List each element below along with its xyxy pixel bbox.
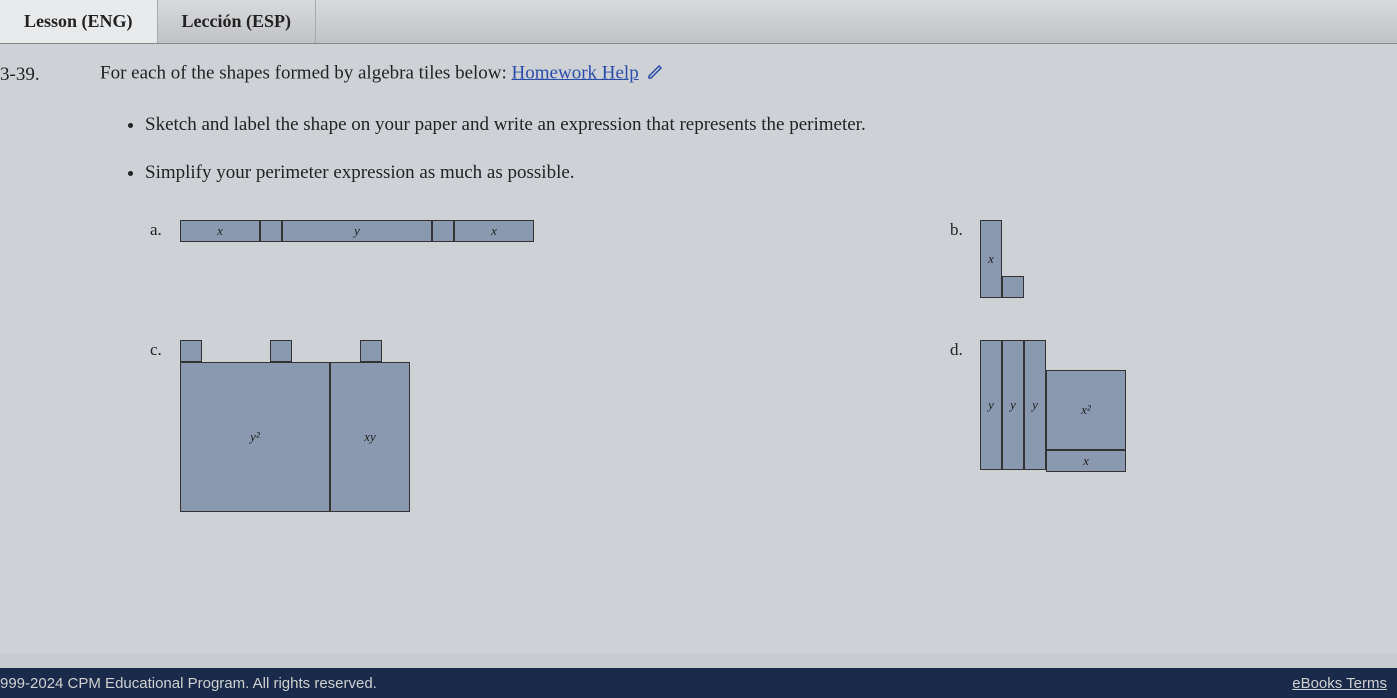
content-area: 3-39. For each of the shapes formed by a… xyxy=(0,44,1397,654)
tile-a-x1: x xyxy=(180,220,260,242)
tile-d-x2: x² xyxy=(1046,370,1126,450)
footer-bar: 999-2024 CPM Educational Program. All ri… xyxy=(0,668,1397,698)
tile-a-unit1 xyxy=(260,220,282,242)
tab-lesson-eng[interactable]: Lesson (ENG) xyxy=(0,0,158,43)
part-d-label: d. xyxy=(950,340,963,360)
tile-d-x2-label: x² xyxy=(1081,402,1091,418)
parts-container: a. x y x b. x c. y² xy d. y y y xyxy=(120,210,1397,550)
footer-ebooks-link[interactable]: eBooks Terms xyxy=(1292,675,1387,692)
tabs-bar: Lesson (ENG) Lección (ESP) xyxy=(0,0,1397,44)
bullet-2: Simplify your perimeter expression as mu… xyxy=(145,162,1397,184)
instruction-list: Sketch and label the shape on your paper… xyxy=(145,114,1397,184)
tile-d-y3-label: y xyxy=(1032,397,1038,413)
pencil-icon xyxy=(647,62,665,86)
tab-lesson-esp[interactable]: Lección (ESP) xyxy=(158,0,317,43)
tile-c-unit3 xyxy=(360,340,382,362)
problem-intro: For each of the shapes formed by algebra… xyxy=(100,62,1397,86)
tile-c-unit1 xyxy=(180,340,202,362)
tile-a-x2-label: x xyxy=(491,223,497,239)
bullet-1: Sketch and label the shape on your paper… xyxy=(145,114,1397,136)
tile-a-x1-label: x xyxy=(217,223,223,239)
part-a-label: a. xyxy=(150,220,162,240)
tile-a-x2: x xyxy=(454,220,534,242)
tile-a-y: y xyxy=(282,220,432,242)
part-c-label: c. xyxy=(150,340,162,360)
tile-d-y1-label: y xyxy=(988,397,994,413)
homework-help-link[interactable]: Homework Help xyxy=(512,62,639,83)
footer-copyright: 999-2024 CPM Educational Program. All ri… xyxy=(0,675,377,692)
tile-a-unit2 xyxy=(432,220,454,242)
tile-b-x-label: x xyxy=(988,251,994,267)
intro-text: For each of the shapes formed by algebra… xyxy=(100,62,512,83)
tile-d-x-label: x xyxy=(1083,453,1089,469)
tile-d-x: x xyxy=(1046,450,1126,472)
tile-b-unit xyxy=(1002,276,1024,298)
part-b-label: b. xyxy=(950,220,963,240)
tile-d-y1: y xyxy=(980,340,1002,470)
tile-d-y2: y xyxy=(1002,340,1024,470)
tile-c-unit2 xyxy=(270,340,292,362)
tile-c-y2-label: y² xyxy=(250,429,260,445)
tile-b-x: x xyxy=(980,220,1002,298)
tile-a-y-label: y xyxy=(354,223,360,239)
tile-c-xy-label: xy xyxy=(364,429,376,445)
tile-d-y2-label: y xyxy=(1010,397,1016,413)
tile-c-xy: xy xyxy=(330,362,410,512)
problem-number: 3-39. xyxy=(0,62,100,86)
tile-d-y3: y xyxy=(1024,340,1046,470)
problem-header: 3-39. For each of the shapes formed by a… xyxy=(0,62,1397,86)
tile-c-y2: y² xyxy=(180,362,330,512)
